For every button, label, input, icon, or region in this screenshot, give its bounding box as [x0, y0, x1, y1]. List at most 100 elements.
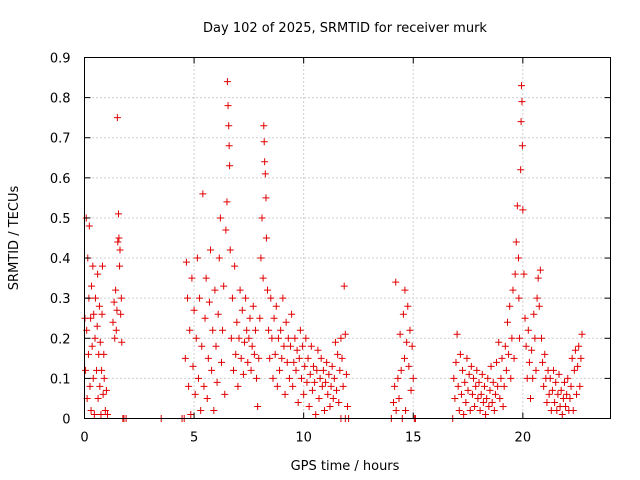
data-point — [245, 334, 253, 342]
data-point — [256, 314, 264, 322]
data-point — [519, 206, 527, 214]
data-point — [474, 394, 482, 402]
data-point — [225, 122, 233, 130]
y-tick-label: 0.8 — [50, 92, 71, 107]
data-point — [512, 238, 520, 246]
data-point — [522, 342, 530, 350]
data-point — [401, 286, 409, 294]
data-point — [313, 366, 321, 374]
data-point — [211, 286, 219, 294]
data-point — [520, 270, 528, 278]
data-point — [261, 170, 269, 178]
data-point — [240, 338, 248, 346]
data-points — [81, 78, 586, 422]
data-point — [279, 294, 287, 302]
data-point — [316, 374, 324, 382]
data-point — [563, 390, 571, 398]
data-point — [193, 254, 201, 262]
data-point — [338, 354, 346, 362]
data-point — [226, 162, 234, 170]
data-point — [400, 354, 408, 362]
data-point — [331, 338, 339, 346]
data-point — [278, 354, 286, 362]
data-point — [323, 358, 331, 366]
data-point — [325, 370, 333, 378]
data-point — [488, 398, 496, 406]
data-point — [89, 374, 97, 382]
data-point — [288, 310, 296, 318]
data-point — [521, 314, 529, 322]
data-point — [505, 350, 513, 358]
data-point — [484, 374, 492, 382]
data-point — [508, 334, 516, 342]
data-point — [276, 366, 284, 374]
data-point — [390, 398, 398, 406]
data-point — [97, 410, 105, 418]
data-point — [185, 382, 193, 390]
data-point — [98, 366, 106, 374]
data-point — [490, 406, 498, 414]
data-point — [536, 266, 544, 274]
data-point — [482, 410, 490, 418]
data-point — [227, 334, 235, 342]
data-point — [333, 386, 341, 394]
data-point — [467, 362, 475, 370]
data-point — [310, 362, 318, 370]
data-point — [302, 334, 310, 342]
data-point — [84, 350, 92, 358]
data-point — [327, 382, 335, 390]
data-point — [466, 406, 474, 414]
data-point — [117, 310, 125, 318]
data-point — [238, 306, 246, 314]
data-point — [94, 394, 102, 402]
data-point — [344, 402, 351, 410]
data-point — [392, 406, 400, 414]
data-point — [100, 374, 108, 382]
data-point — [221, 390, 229, 398]
data-point — [198, 342, 206, 350]
data-point — [567, 382, 575, 390]
data-point — [207, 246, 215, 254]
data-point — [511, 270, 519, 278]
data-point — [554, 390, 562, 398]
data-point — [564, 374, 572, 382]
data-point — [454, 382, 462, 390]
x-tick-label: 10 — [295, 431, 312, 446]
data-point — [181, 354, 189, 362]
data-point — [101, 406, 109, 414]
y-tick-label: 0.6 — [50, 172, 71, 187]
data-point — [514, 254, 522, 262]
data-point — [329, 394, 337, 402]
data-point — [409, 374, 417, 382]
data-point — [550, 366, 558, 374]
data-point — [334, 350, 342, 358]
y-tick-label: 0.7 — [50, 132, 71, 147]
data-point — [405, 362, 413, 370]
data-point — [262, 194, 270, 202]
data-point — [220, 282, 228, 290]
data-point — [104, 410, 112, 418]
data-point — [224, 102, 232, 110]
data-point — [568, 354, 576, 362]
data-point — [391, 382, 399, 390]
data-point — [337, 334, 345, 342]
x-tick-label: 5 — [190, 431, 198, 446]
data-point — [330, 374, 338, 382]
data-point — [506, 302, 514, 310]
data-point — [258, 214, 266, 222]
data-point — [546, 374, 554, 382]
data-point — [518, 82, 526, 90]
data-point — [455, 406, 463, 414]
y-tick-label: 0.1 — [50, 372, 71, 387]
data-point — [486, 386, 494, 394]
data-point — [320, 406, 328, 414]
data-point — [216, 214, 224, 222]
data-point — [212, 342, 220, 350]
data-point — [577, 354, 585, 362]
data-point — [235, 334, 243, 342]
data-point — [507, 374, 515, 382]
data-point — [188, 274, 196, 282]
data-point — [214, 310, 222, 318]
data-point — [249, 302, 257, 310]
y-tick-label: 0 — [62, 413, 70, 428]
